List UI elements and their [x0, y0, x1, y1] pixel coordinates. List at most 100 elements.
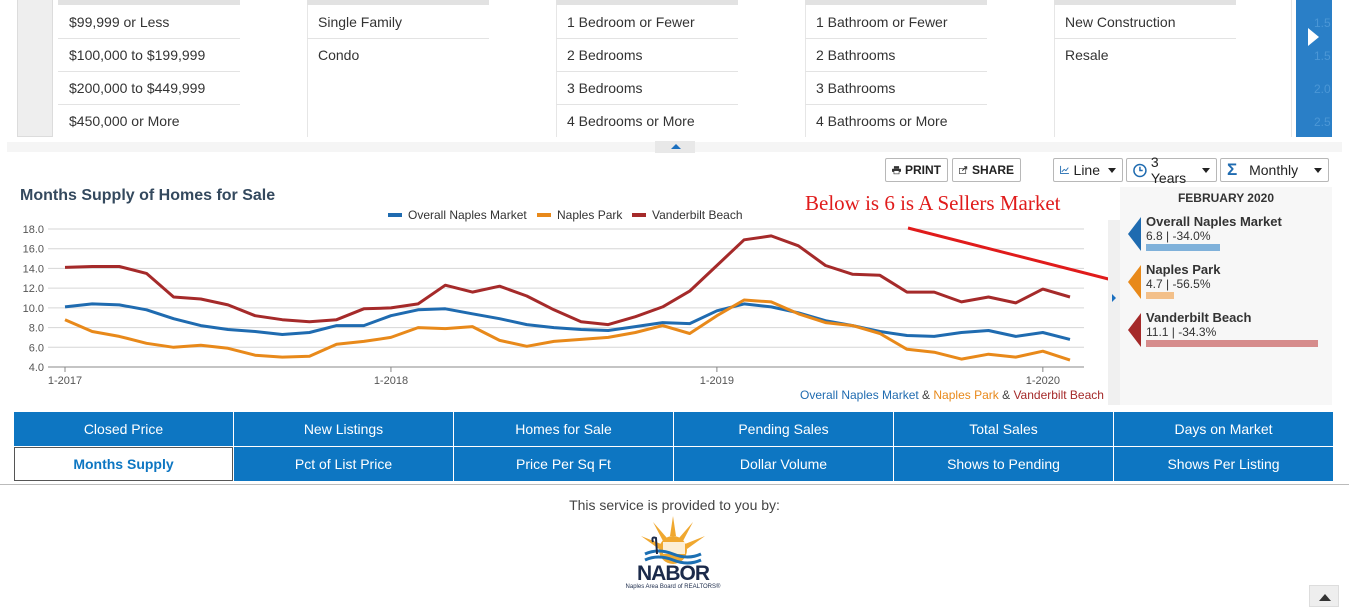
- filter-option[interactable]: 4 Bedrooms or More: [556, 105, 738, 138]
- sigma-icon: Σ: [1227, 160, 1238, 179]
- side-item-value: 11.1 | -34.3%: [1146, 325, 1217, 339]
- tab-homes-for-sale[interactable]: Homes for Sale: [454, 412, 673, 446]
- filter-column-construction: New Construction Resale: [1054, 0, 1292, 137]
- side-panel-toggle[interactable]: [1108, 220, 1120, 405]
- filter-next-button[interactable]: 1.5 1.5 2.0 2.5: [1296, 0, 1332, 137]
- metric-tabs: Closed Price New Listings Homes for Sale…: [14, 412, 1333, 482]
- series-naples-park[interactable]: [64, 298, 1071, 362]
- filter-option[interactable]: $450,000 or More: [58, 105, 240, 138]
- filter-option[interactable]: 1 Bedroom or Fewer: [556, 6, 738, 39]
- divider: [0, 484, 1349, 485]
- series-marker-icon: [1128, 265, 1141, 299]
- filter-column-bathrooms: 1 Bathroom or Fewer 2 Bathrooms 3 Bathro…: [805, 0, 1055, 137]
- filter-option-label: 1 Bedroom or Fewer: [567, 14, 695, 30]
- series-vanderbilt-beach[interactable]: [64, 234, 1071, 327]
- series-marker-icon: [1128, 313, 1141, 347]
- filter-option[interactable]: 2 Bathrooms: [805, 39, 987, 72]
- legend-item-naples-park[interactable]: Naples Park: [537, 208, 622, 222]
- filter-option[interactable]: $100,000 to $199,999: [58, 39, 240, 72]
- filter-option[interactable]: 3 Bathrooms: [805, 72, 987, 105]
- filter-option[interactable]: 2 Bedrooms: [556, 39, 738, 72]
- tab-closed-price[interactable]: Closed Price: [14, 412, 233, 446]
- logo-wordmark: NABOR: [637, 562, 710, 585]
- printer-icon: [892, 166, 901, 175]
- period-value: 3 Years: [1150, 154, 1187, 186]
- months-supply-chart: 18.016.014.012.010.08.06.04.0 1-2017 1-20…: [23, 224, 1140, 387]
- tab-shows-to-pending[interactable]: Shows to Pending: [894, 447, 1113, 481]
- side-item-bar: [1146, 244, 1220, 251]
- legend-label: Naples Park: [557, 208, 623, 222]
- tab-months-supply[interactable]: Months Supply: [14, 447, 233, 481]
- tab-shows-per-listing[interactable]: Shows Per Listing: [1114, 447, 1333, 481]
- interval-select[interactable]: Σ Monthly: [1220, 158, 1329, 182]
- filter-option-label: 2 Bathrooms: [816, 47, 896, 63]
- filter-option[interactable]: 1 Bathroom or Fewer: [805, 6, 987, 39]
- tab-price-per-sq-ft[interactable]: Price Per Sq Ft: [454, 447, 673, 481]
- filter-column-property-type: Single Family Condo: [307, 0, 557, 137]
- source-separator: &: [918, 388, 934, 402]
- legend-swatch: [537, 213, 551, 217]
- filter-option[interactable]: Condo: [307, 39, 489, 72]
- filter-option-label: 3 Bathrooms: [816, 80, 896, 96]
- faint-label: 2.0: [1314, 82, 1331, 96]
- legend-label: Vanderbilt Beach: [652, 208, 743, 222]
- y-tick-label: 18.0: [23, 224, 44, 236]
- nabor-logo[interactable]: NABOR Naples Area Board of REALTORS®: [623, 514, 723, 592]
- y-tick-labels: 18.0 16.0 14.0 12.0 10.0 8.0 6.0 4.0: [23, 224, 44, 374]
- series-overall-naples-market[interactable]: [64, 302, 1071, 341]
- clock-icon: [1133, 163, 1147, 177]
- filter-column-bedrooms: 1 Bedroom or Fewer 2 Bedrooms 3 Bedrooms…: [556, 0, 806, 137]
- side-item-name: Vanderbilt Beach: [1146, 310, 1252, 325]
- y-tick-label: 4.0: [29, 362, 44, 374]
- filter-option-label: $450,000 or More: [69, 113, 180, 129]
- filter-option-label: $99,999 or Less: [69, 14, 170, 30]
- tab-pending-sales[interactable]: Pending Sales: [674, 412, 893, 446]
- y-tick-label: 8.0: [29, 323, 44, 335]
- scroll-to-top-button[interactable]: [1309, 585, 1339, 607]
- chevron-down-icon: [1313, 167, 1322, 173]
- legend-item-overall[interactable]: Overall Naples Market: [388, 208, 527, 222]
- annotation-text: Below is 6 is A Sellers Market: [805, 191, 1061, 215]
- filter-option[interactable]: New Construction: [1054, 6, 1236, 39]
- annotation-arrow: [907, 226, 1129, 286]
- filter-option[interactable]: $99,999 or Less: [58, 6, 240, 39]
- tab-new-listings[interactable]: New Listings: [234, 412, 453, 446]
- chart-type-select[interactable]: Line: [1053, 158, 1123, 182]
- y-tick-label: 14.0: [23, 263, 44, 275]
- chart-title: Months Supply of Homes for Sale: [20, 187, 276, 204]
- legend-swatch: [388, 213, 402, 217]
- filter-option[interactable]: 3 Bedrooms: [556, 72, 738, 105]
- legend-item-vanderbilt[interactable]: Vanderbilt Beach: [632, 208, 743, 222]
- filter-option-label: $200,000 to $449,999: [69, 80, 206, 96]
- period-select[interactable]: 3 Years: [1126, 154, 1217, 186]
- filter-option[interactable]: Single Family: [307, 6, 489, 39]
- filter-option[interactable]: 4 Bathrooms or More: [805, 105, 987, 138]
- filter-column-header: [307, 0, 489, 5]
- filter-option[interactable]: $200,000 to $449,999: [58, 72, 240, 105]
- source-vanderbilt: Vanderbilt Beach: [1013, 388, 1104, 402]
- source-separator: &: [998, 388, 1014, 402]
- y-tick-label: 12.0: [23, 283, 44, 295]
- tab-days-on-market[interactable]: Days on Market: [1114, 412, 1333, 446]
- share-button[interactable]: SHARE: [952, 158, 1021, 182]
- side-item-name: Overall Naples Market: [1146, 214, 1282, 229]
- line-chart-icon: [1060, 165, 1069, 175]
- chevron-right-icon: [1308, 28, 1319, 46]
- chart-source: Overall Naples Market & Naples Park & Va…: [800, 388, 1104, 402]
- tab-dollar-volume[interactable]: Dollar Volume: [674, 447, 893, 481]
- chevron-down-icon: [1108, 167, 1116, 173]
- collapse-filters-button[interactable]: [655, 141, 695, 153]
- tab-pct-of-list-price[interactable]: Pct of List Price: [234, 447, 453, 481]
- side-item-bar: [1146, 292, 1174, 299]
- print-button[interactable]: PRINT: [885, 158, 948, 182]
- filter-option-label: 3 Bedrooms: [567, 80, 643, 96]
- series-lines: [64, 234, 1071, 362]
- interval-value: Monthly: [1249, 162, 1299, 178]
- filter-scroll-left[interactable]: [17, 0, 53, 137]
- y-tick-label: 10.0: [23, 303, 44, 315]
- filter-option[interactable]: Resale: [1054, 39, 1236, 72]
- filter-option-label: Resale: [1065, 47, 1109, 63]
- chart-type-value: Line: [1073, 162, 1100, 178]
- x-tick-label: 1-2020: [1026, 375, 1060, 387]
- tab-total-sales[interactable]: Total Sales: [894, 412, 1113, 446]
